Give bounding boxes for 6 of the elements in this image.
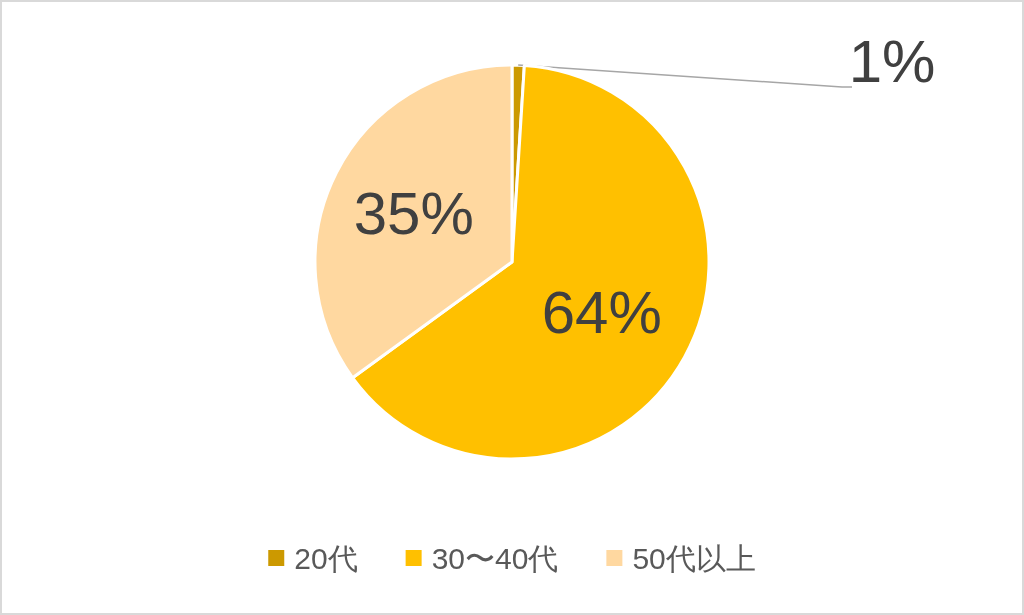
data-label: 35% (353, 179, 474, 247)
data-label: 64% (541, 279, 662, 347)
legend-label: 30〜40代 (431, 542, 559, 575)
data-label: 1% (848, 28, 936, 95)
legend-label: 20代 (294, 542, 358, 575)
legend-label: 50代以上 (632, 542, 756, 575)
